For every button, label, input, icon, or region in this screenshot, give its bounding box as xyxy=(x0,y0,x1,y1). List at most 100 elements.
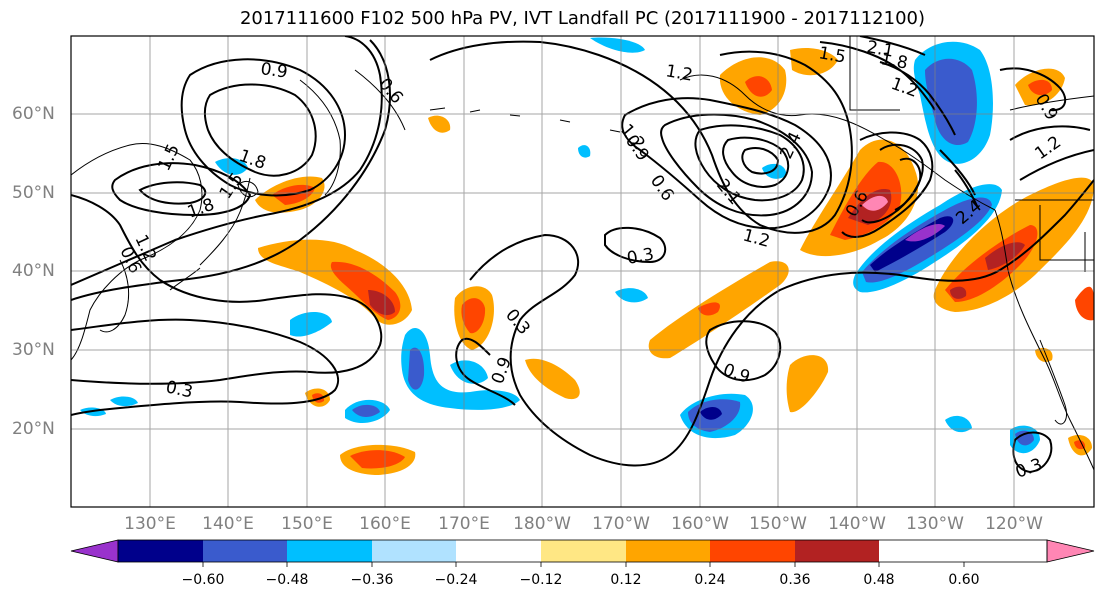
pv-contour-line xyxy=(894,157,922,211)
colorbar-max-extend xyxy=(1046,539,1095,563)
colorbar-tick-label: −0.48 xyxy=(265,572,309,588)
pv-contour-line xyxy=(1009,125,1094,181)
colorbar-tick-label: 0.12 xyxy=(610,572,642,588)
negative-anomaly-patch xyxy=(290,311,332,337)
lon-label: 180°W xyxy=(513,514,571,534)
colorbar-tick-label: −0.60 xyxy=(181,572,225,588)
negative-anomaly-patch xyxy=(615,288,648,303)
pv-contour-line xyxy=(621,97,832,230)
pv-contour-line xyxy=(180,58,347,197)
negative-anomaly-patch xyxy=(1015,430,1034,446)
colorbar-min-extend xyxy=(70,539,119,563)
negative-anomaly-patch xyxy=(352,404,380,417)
aleutian-islands xyxy=(429,107,621,133)
negative-anomaly-patch xyxy=(762,163,787,179)
pv-contour-line xyxy=(660,113,814,217)
positive-anomaly-patch xyxy=(428,115,451,133)
kamchatka-coastline xyxy=(299,69,406,196)
pv-contour-line xyxy=(71,194,383,385)
positive-anomaly-patch xyxy=(1028,79,1052,96)
colorbar-tick-label: 0.36 xyxy=(779,572,811,588)
positive-anomaly-patch xyxy=(698,302,720,316)
pv-contour-line xyxy=(741,147,780,175)
lon-label: 160°W xyxy=(671,514,729,534)
lon-label: 130°E xyxy=(124,514,176,534)
lon-label: 150°W xyxy=(749,514,807,534)
pv-contour-line xyxy=(469,179,1094,467)
pv-contour-line xyxy=(604,226,667,264)
negative-anomaly-patch xyxy=(401,327,520,410)
positive-anomaly-patch xyxy=(985,242,1025,270)
map-title: 2017111600 F102 500 hPa PV, IVT Landfall… xyxy=(239,8,926,29)
colorbar-tick-label: −0.24 xyxy=(434,572,478,588)
us-canada-border xyxy=(1015,199,1094,272)
contour-label: 2.1 xyxy=(865,37,895,61)
colorbar-tick-label: 0.24 xyxy=(694,572,726,588)
pv-contour-line xyxy=(71,36,383,286)
lat-label: 60°N xyxy=(12,104,55,124)
positive-anomaly-patch xyxy=(1075,286,1094,321)
colorbar-bin xyxy=(372,540,456,562)
negative-anomaly-patch xyxy=(590,37,645,53)
map-gridlines xyxy=(71,36,1094,507)
colorbar-bin xyxy=(456,540,541,562)
colorbar-bin xyxy=(203,540,287,562)
positive-anomaly-patch xyxy=(786,355,829,413)
colorbar-bin xyxy=(541,540,626,562)
pv-contour-line xyxy=(138,181,207,205)
lon-label: 140°E xyxy=(202,514,254,534)
lon-label: 120°W xyxy=(985,514,1043,534)
colorbar-tick-label: −0.12 xyxy=(519,572,563,588)
colorbar-bin xyxy=(626,540,710,562)
contour-label: 1.8 xyxy=(879,49,909,73)
positive-anomaly-patch xyxy=(950,286,967,299)
contour-label: 0.3 xyxy=(625,245,655,269)
pv-contour-line xyxy=(705,320,782,382)
positive-anomaly-patch xyxy=(862,195,888,211)
pv-contour-line xyxy=(203,83,317,177)
contour-label: 0.9 xyxy=(259,59,289,83)
positive-anomaly-patch xyxy=(745,76,772,97)
pv-contour-line xyxy=(841,131,934,238)
contour-label: 1.2 xyxy=(664,61,694,85)
negative-anomaly-patch xyxy=(215,158,248,175)
positive-anomaly-patch xyxy=(461,298,486,334)
colorbar-frame xyxy=(117,539,1048,563)
alaska-coastline xyxy=(679,74,996,211)
contour-label: 1.5 xyxy=(817,43,847,67)
pv-contour-line xyxy=(1012,431,1053,474)
lon-label: 170°E xyxy=(438,514,490,534)
lat-label: 40°N xyxy=(12,261,55,281)
negative-anomaly-patch xyxy=(700,406,722,420)
pv-contours xyxy=(71,36,1094,474)
lon-label: 150°E xyxy=(281,514,333,534)
negative-anomaly-patch xyxy=(110,396,138,407)
baja-coastline xyxy=(1039,339,1068,425)
negative-anomaly-patch xyxy=(408,347,425,390)
map-frame xyxy=(70,35,1095,508)
colorbar-bin xyxy=(795,540,879,562)
positive-anomaly-patch xyxy=(790,48,838,76)
positive-anomaly-patch xyxy=(1035,348,1053,362)
pv-contour-line xyxy=(71,39,391,301)
colorbar-tick-label: 0.60 xyxy=(948,572,980,588)
colorbar-bin xyxy=(287,540,372,562)
negative-anomaly-patch xyxy=(925,58,977,146)
lon-label: 140°W xyxy=(828,514,886,534)
colorbar-tick-label: −0.36 xyxy=(350,572,394,588)
lon-label: 130°W xyxy=(906,514,964,534)
pv-contour-line xyxy=(859,36,1067,112)
korea-coastline xyxy=(99,259,130,333)
canada-interior-border xyxy=(849,36,1094,111)
lon-label: 160°E xyxy=(359,514,411,534)
colorbar-bin xyxy=(710,540,795,562)
pv-contour-line xyxy=(429,40,853,234)
map-plot-area: 0.9 0.6 1.5 1.8 1.2 0.6 1.5 1.8 0.3 0.3 … xyxy=(71,36,1094,507)
negative-anomaly-patch xyxy=(945,415,972,433)
colorbar-bin xyxy=(118,540,203,562)
lat-label: 20°N xyxy=(12,419,55,439)
positive-anomaly-patch xyxy=(1074,440,1086,450)
north-america-west-coast xyxy=(994,209,1094,471)
positive-anomaly-patch xyxy=(368,290,395,316)
